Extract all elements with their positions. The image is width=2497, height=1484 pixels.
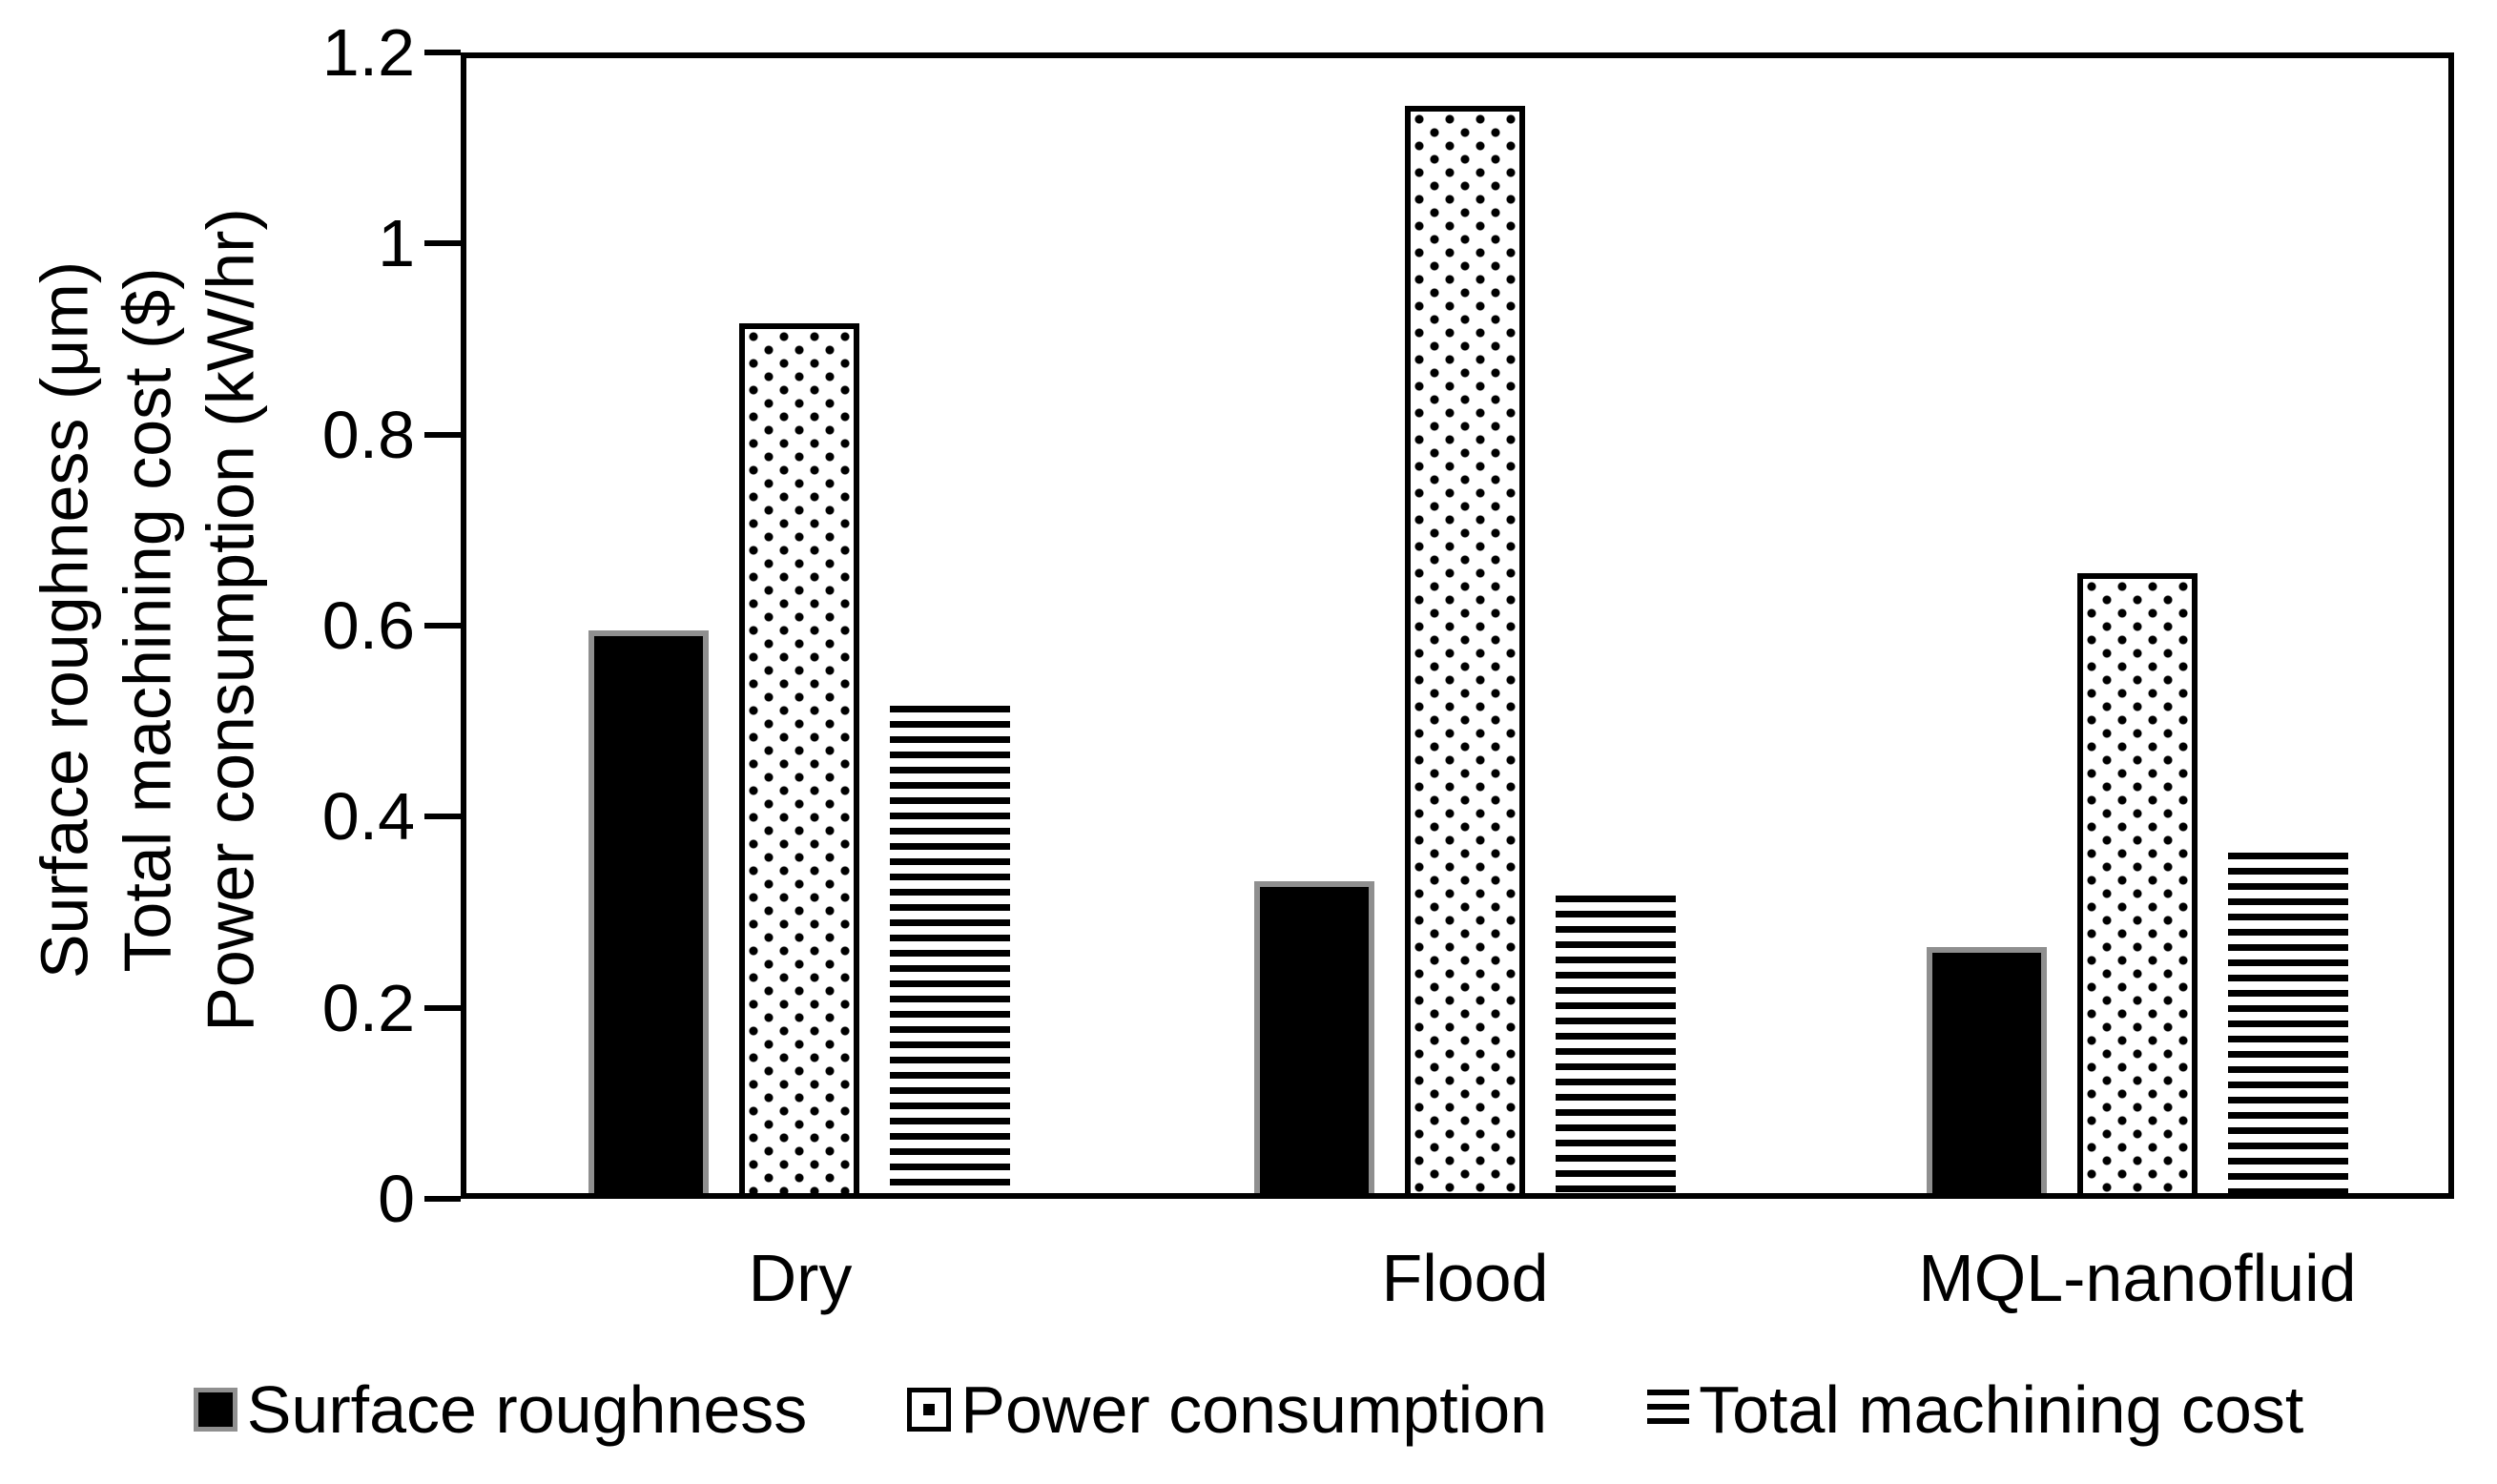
y-tick-mark xyxy=(424,50,461,55)
bar-mql-nanofluid-power-consumption xyxy=(2077,573,2198,1193)
x-axis-label-mql-nanofluid: MQL-nanofluid xyxy=(1918,1241,2357,1315)
y-tick-label: 0.8 xyxy=(321,397,415,472)
bar-dry-surface-roughness xyxy=(588,630,709,1193)
legend-item-total-machining-cost: Total machining cost xyxy=(1647,1371,2303,1448)
legend-swatch-horizontal-stripes-icon xyxy=(1647,1390,1690,1430)
y-tick-label: 0.4 xyxy=(321,779,415,855)
bar-mql-nanofluid-total-machining-cost xyxy=(2228,853,2348,1193)
legend: Surface roughness Power consumption Total … xyxy=(0,1371,2497,1448)
y-tick-label: 0 xyxy=(378,1162,415,1236)
y-tick-label: 0.2 xyxy=(321,970,415,1045)
legend-swatch-solid-black-icon xyxy=(193,1388,237,1432)
y-tick-mark xyxy=(424,240,461,247)
x-axis-label-flood: Flood xyxy=(1381,1241,1549,1315)
y-tick-mark xyxy=(424,814,461,820)
legend-item-surface-roughness: Surface roughness xyxy=(193,1371,808,1448)
legend-label: Power consumption xyxy=(960,1372,1548,1447)
bar-mql-nanofluid-surface-roughness xyxy=(1927,947,2047,1193)
bar-dry-power-consumption xyxy=(739,323,859,1193)
y-axis-title-line: Total machining cost ($) xyxy=(110,267,185,973)
x-axis-label-dry: Dry xyxy=(748,1241,853,1315)
y-tick-mark xyxy=(424,1004,461,1011)
legend-item-power-consumption: Power consumption xyxy=(907,1371,1547,1448)
y-tick-mark xyxy=(424,431,461,438)
bar-flood-surface-roughness xyxy=(1254,881,1374,1193)
bar-flood-power-consumption xyxy=(1405,106,1525,1193)
y-tick-label: 0.6 xyxy=(321,588,415,663)
y-tick-mark xyxy=(424,1196,461,1202)
legend-label: Total machining cost xyxy=(1699,1372,2304,1447)
y-axis-title-line: Surface roughness (μm) xyxy=(27,260,102,979)
y-tick-label: 1.2 xyxy=(321,15,415,90)
legend-swatch-dot xyxy=(923,1404,936,1415)
y-tick-mark xyxy=(424,623,461,629)
bar-dry-total-machining-cost xyxy=(890,706,1010,1193)
legend-label: Surface roughness xyxy=(246,1372,808,1447)
plot-area xyxy=(461,52,2454,1199)
bar-flood-total-machining-cost xyxy=(1556,896,1676,1193)
legend-swatch-dotted-icon xyxy=(907,1388,952,1432)
y-tick-label: 1 xyxy=(378,206,415,281)
